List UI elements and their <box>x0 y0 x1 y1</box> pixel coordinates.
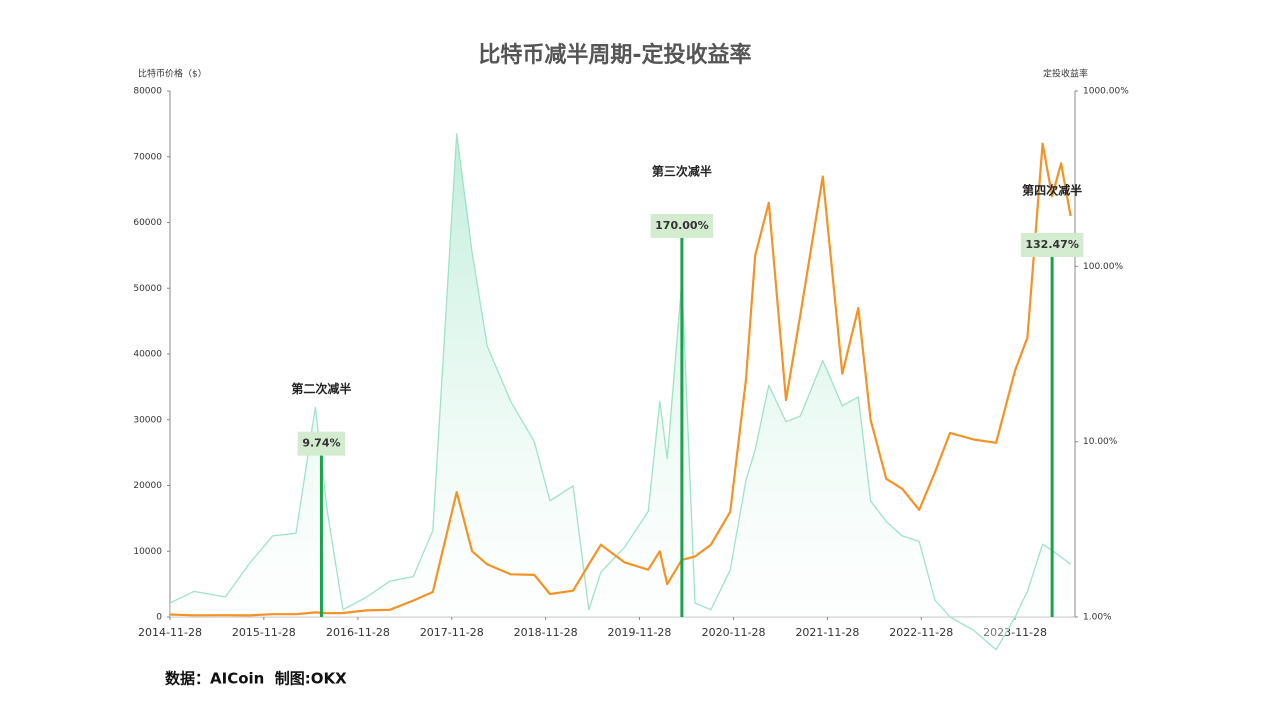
source-note: 数据：AICoin 制图:OKX <box>165 670 347 688</box>
x-tick-label: 2016-11-28 <box>326 626 390 639</box>
price-line <box>169 142 1072 617</box>
chart-title: 比特币减半周期-定投收益率 <box>478 42 751 68</box>
y2-tick-label: 1.00% <box>1083 613 1112 623</box>
y-tick-label: 50000 <box>133 284 162 294</box>
x-tick-label: 2015-11-28 <box>232 626 296 639</box>
y-tick-label: 0 <box>156 613 162 623</box>
x-tick-label: 2021-11-28 <box>795 626 859 639</box>
return-area <box>170 133 1071 650</box>
x-tick-label: 2017-11-28 <box>420 626 484 639</box>
return-line <box>169 133 1071 651</box>
x-tick-label: 2022-11-28 <box>889 626 953 639</box>
value-label: 9.74% <box>302 437 340 450</box>
y-tick-label: 40000 <box>133 350 162 360</box>
y2-tick-label: 10.00% <box>1083 437 1118 447</box>
value-label: 170.00% <box>655 219 708 232</box>
y2-tick-label: 1000.00% <box>1083 87 1129 97</box>
y-tick-label: 30000 <box>133 415 162 425</box>
annotation: 第二次减半 <box>291 381 351 396</box>
y-tick-label: 80000 <box>133 87 162 97</box>
y-tick-label: 20000 <box>133 481 162 491</box>
value-label-box <box>1020 232 1084 257</box>
y-tick-label: 70000 <box>133 152 162 162</box>
value-label: 132.47% <box>1025 238 1078 251</box>
x-tick-label: 2014-11-28 <box>138 626 202 639</box>
annotation: 第四次减半 <box>1022 182 1082 197</box>
value-label-box <box>297 431 346 456</box>
y2-axis-title: 定投收益率 <box>1043 68 1088 80</box>
annotation: 第三次减半 <box>652 163 712 178</box>
y2-tick-label: 100.00% <box>1083 262 1123 272</box>
x-tick-label: 2019-11-28 <box>608 626 672 639</box>
x-tick-label: 2020-11-28 <box>702 626 766 639</box>
value-label-box <box>650 213 714 238</box>
y-tick-label: 10000 <box>133 547 162 557</box>
y-tick-label: 60000 <box>133 218 162 228</box>
y-axis-title: 比特币价格（$） <box>138 68 207 80</box>
x-tick-label: 2018-11-28 <box>514 626 578 639</box>
